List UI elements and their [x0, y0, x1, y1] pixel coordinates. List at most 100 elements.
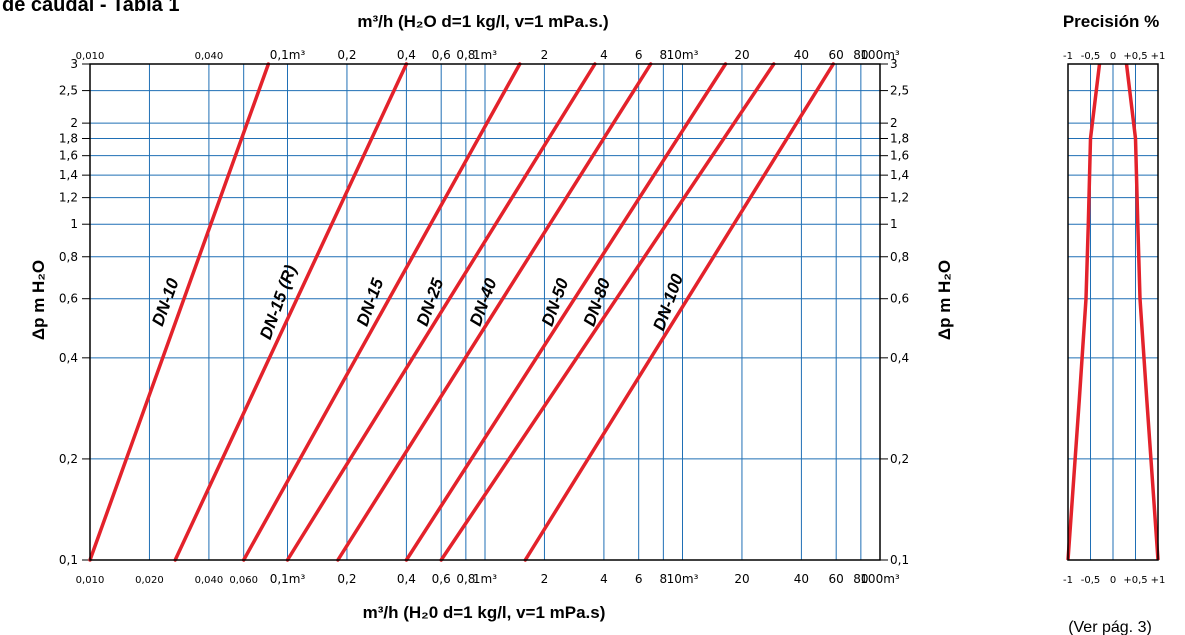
series-line-dn-80	[439, 62, 776, 562]
y-tick-label-right: 2	[890, 116, 898, 130]
x-tick-label-bottom: 100m³	[860, 572, 900, 586]
y-tick-label-left: 1,2	[59, 191, 78, 205]
precision-x-tick-top: -1	[1063, 51, 1073, 62]
x-tick-label-bottom: 40	[794, 572, 809, 586]
x-tick-label-bottom: 10m³	[667, 572, 699, 586]
page-heading-partial: de caudal - Tabla 1	[2, 0, 179, 16]
x-tick-label-bottom: 1m³	[473, 572, 497, 586]
y-tick-label-left: 0,6	[59, 292, 78, 306]
x-tick-label-top: 0,010	[76, 51, 105, 62]
y-tick-label-right: 1,2	[890, 191, 909, 205]
y-tick-label-left: 0,2	[59, 452, 78, 466]
x-tick-label-top: 0,4	[397, 48, 416, 62]
y-tick-label-right: 1	[890, 217, 898, 231]
y-tick-label-left: 3	[70, 57, 78, 71]
main-series	[88, 62, 836, 562]
series-line-dn-100	[523, 62, 836, 562]
series-label-dn-25: DN-25	[413, 275, 448, 328]
x-tick-label-top: 8	[660, 48, 668, 62]
precision-grid	[1067, 63, 1159, 561]
top-axis-title: m³/h (H₂O d=1 kg/l, v=1 mPa.s.)	[357, 12, 608, 31]
x-tick-label-bottom: 8	[660, 572, 668, 586]
precision-x-tick-bottom: -0,5	[1081, 575, 1101, 586]
precision-plot-frame	[1067, 63, 1159, 561]
precision-x-tick-top: +0,5	[1123, 51, 1147, 62]
main-ticks: 0,1 0,1 0,2 0,2 0,4 0,4 0,6 0,6 0,8 0,8 1 1 1,2 1,2 1,…	[59, 48, 909, 586]
x-tick-label-bottom: 2	[541, 572, 549, 586]
precision-x-tick-bottom: 0	[1110, 575, 1116, 586]
series-label-dn-50: DN-50	[538, 275, 573, 328]
series-line-dn-25	[285, 62, 597, 562]
x-tick-label-bottom: 0,1m³	[270, 572, 306, 586]
series-label-dn-100: DN-100	[649, 271, 687, 333]
y-tick-label-right: 0,4	[890, 351, 909, 365]
bottom-axis-title: m³/h (H₂0 d=1 kg/l, v=1 mPa.s)	[363, 603, 606, 622]
x-tick-label-top: 0,2	[337, 48, 356, 62]
y-tick-label-left: 1,4	[59, 168, 78, 182]
x-tick-label-top: 6	[635, 48, 643, 62]
x-tick-label-top: 2	[541, 48, 549, 62]
y-tick-label-right: 1,4	[890, 168, 909, 182]
x-tick-label-top: 0,1m³	[270, 48, 306, 62]
x-tick-label-bottom: 0,040	[195, 575, 224, 586]
precision-x-tick-top: -0,5	[1081, 51, 1101, 62]
series-label-dn-15: DN-15	[353, 275, 388, 328]
precision-ticks: -1 -1 -0,5 -0,5 0 0 +0,5 +0,5 +1 +1	[1063, 51, 1165, 586]
y-tick-label-left: 2,5	[59, 84, 78, 98]
x-tick-label-bottom: 80	[853, 572, 868, 586]
y-tick-label-right: 0,1	[890, 553, 909, 567]
x-tick-label-top: 20	[734, 48, 749, 62]
x-tick-label-bottom: 0,010	[76, 575, 105, 586]
y-tick-label-right: 2,5	[890, 84, 909, 98]
y-tick-label-right: 0,2	[890, 452, 909, 466]
x-tick-label-bottom: 20	[734, 572, 749, 586]
main-series-labels: DN-10 DN-15 (R) DN-15 DN-25 DN-40 DN-50 DN-80 D…	[148, 262, 687, 342]
series-label-dn-40: DN-40	[466, 275, 501, 328]
precision-x-tick-bottom: +1	[1151, 575, 1166, 586]
y-tick-label-left: 1	[70, 217, 78, 231]
x-tick-label-bottom: 60	[829, 572, 844, 586]
x-tick-label-bottom: 0,4	[397, 572, 416, 586]
series-line-dn-40	[336, 62, 653, 562]
y-tick-label-left: 1,6	[59, 149, 78, 163]
precision-title: Precisión %	[1063, 12, 1159, 31]
y-tick-label-right: 0,6	[890, 292, 909, 306]
series-line-dn-10	[88, 62, 271, 562]
x-tick-label-bottom: 0,020	[135, 575, 164, 586]
y-tick-label-right: 3	[890, 57, 898, 71]
x-tick-label-bottom: 0,060	[229, 575, 258, 586]
precision-series	[1066, 63, 1160, 561]
y-tick-label-left: 0,8	[59, 250, 78, 264]
x-tick-label-bottom: 0,6	[432, 572, 451, 586]
x-tick-label-top: 60	[829, 48, 844, 62]
x-tick-label-top: 40	[794, 48, 809, 62]
precision-x-tick-bottom: +0,5	[1123, 575, 1147, 586]
y-tick-label-left: 0,1	[59, 553, 78, 567]
x-tick-label-top: 10m³	[667, 48, 699, 62]
y-tick-label-left: 0,4	[59, 351, 78, 365]
y-tick-label-left: 1,8	[59, 131, 78, 145]
series-line-dn-50	[404, 62, 728, 562]
x-tick-label-top: 4	[600, 48, 608, 62]
x-tick-label-top: 0,040	[195, 51, 224, 62]
x-tick-label-top: 0,6	[432, 48, 451, 62]
x-tick-label-top: 80	[853, 48, 868, 62]
x-tick-label-bottom: 0,2	[337, 572, 356, 586]
x-tick-label-bottom: 0,8	[456, 572, 475, 586]
x-tick-label-bottom: 6	[635, 572, 643, 586]
series-line-dn-15	[241, 62, 522, 562]
x-tick-label-bottom: 4	[600, 572, 608, 586]
x-tick-label-top: 0,8	[456, 48, 475, 62]
x-tick-label-top: 100m³	[860, 48, 900, 62]
series-line-dn-15-r-	[173, 62, 409, 562]
y-tick-label-right: 0,8	[890, 250, 909, 264]
precision-curve-left	[1066, 63, 1102, 561]
footnote: (Ver pág. 3)	[1068, 619, 1152, 635]
y-tick-label-left: 2	[70, 116, 78, 130]
x-tick-label-top: 1m³	[473, 48, 497, 62]
right-axis-title: Δp m H₂O	[935, 260, 954, 340]
y-tick-label-right: 1,6	[890, 149, 909, 163]
precision-x-tick-top: +1	[1151, 51, 1166, 62]
y-tick-label-right: 1,8	[890, 131, 909, 145]
